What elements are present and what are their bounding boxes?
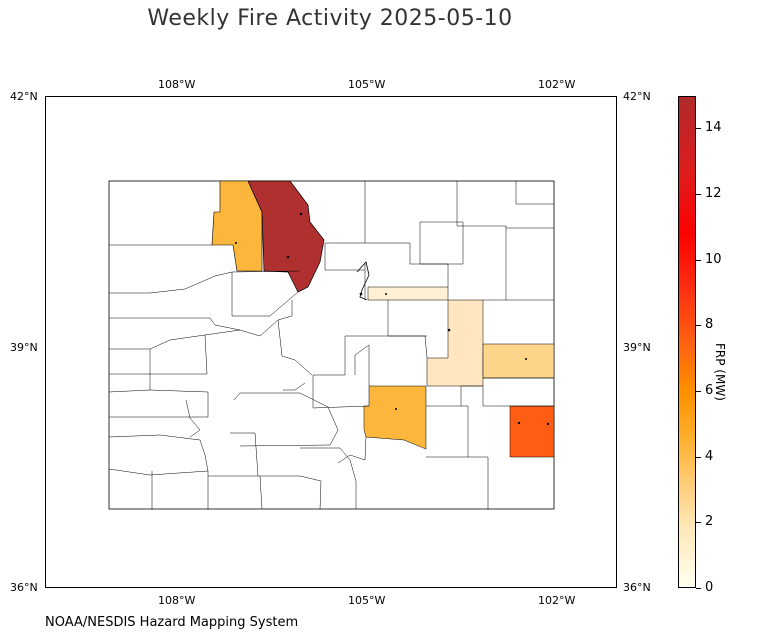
- colorbar-label-2: 2: [705, 514, 714, 529]
- lon-label-bottom-102: 102°W: [538, 594, 576, 607]
- colorbar-tick: [696, 325, 701, 326]
- lat-label-left-36: 36°N: [10, 581, 38, 594]
- fire-point: [235, 242, 237, 244]
- lon-label-top-102: 102°W: [538, 78, 576, 91]
- county-jefferson: [367, 286, 449, 301]
- county-elbert: [426, 299, 484, 387]
- lon-label-bottom-105: 105°W: [348, 594, 386, 607]
- frp-colorbar: [678, 96, 696, 588]
- colorbar-tick: [696, 588, 701, 589]
- fire-point: [546, 422, 550, 426]
- colorbar-label-12: 12: [705, 186, 722, 201]
- map-title: Weekly Fire Activity 2025-05-10: [147, 6, 513, 31]
- colorbar-tick: [696, 128, 701, 129]
- colorbar-tick: [696, 194, 701, 195]
- fire-point: [447, 328, 451, 332]
- colorbar-label-8: 8: [705, 317, 714, 332]
- county-bent-prowers: [509, 405, 555, 458]
- lat-label-right-42: 42°N: [623, 90, 651, 103]
- lat-label-right-39: 39°N: [623, 341, 651, 354]
- lon-label-top-108: 108°W: [158, 78, 196, 91]
- lat-label-right-36: 36°N: [623, 581, 651, 594]
- lon-label-bottom-108: 108°W: [158, 594, 196, 607]
- county-pueblo: [363, 385, 427, 450]
- colorbar-tick: [696, 391, 701, 392]
- county-boundaries: [108, 181, 554, 510]
- colorbar-tick: [696, 260, 701, 261]
- colorbar-tick: [696, 522, 701, 523]
- county-routt: [247, 180, 325, 293]
- lat-label-left-39: 39°N: [10, 341, 38, 354]
- metro-boundary: [356, 261, 370, 301]
- fire-point: [525, 358, 527, 360]
- fire-point: [299, 212, 303, 216]
- colorbar-label-14: 14: [705, 120, 722, 135]
- colorbar-label-10: 10: [705, 252, 722, 267]
- fire-point: [385, 293, 387, 295]
- fire-point: [517, 421, 521, 425]
- colorbar-title: FRP (MW): [713, 343, 727, 401]
- lat-label-left-42: 42°N: [10, 90, 38, 103]
- lon-label-top-105: 105°W: [348, 78, 386, 91]
- map-frame: [45, 96, 617, 588]
- colorbar-label-0: 0: [705, 580, 714, 595]
- fire-point: [395, 408, 397, 410]
- colorbar-label-4: 4: [705, 449, 714, 464]
- fire-point: [286, 255, 290, 259]
- colorbar-label-6: 6: [705, 383, 714, 398]
- county-kit-carson: [482, 343, 555, 379]
- source-credit: NOAA/NESDIS Hazard Mapping System: [45, 615, 299, 630]
- colorbar-tick: [696, 457, 701, 458]
- fire-detections: [235, 212, 550, 426]
